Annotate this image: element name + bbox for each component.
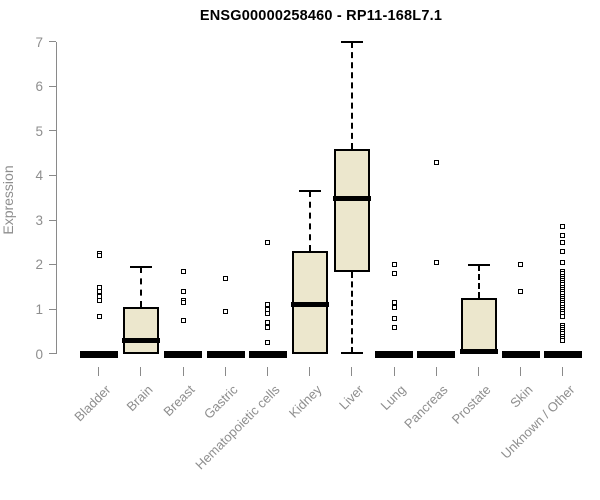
outlier-point	[433, 260, 439, 266]
outlier-point	[96, 298, 102, 303]
upper-whisker	[140, 267, 143, 308]
y-tick	[48, 130, 56, 132]
upper-whisker-cap	[130, 266, 153, 269]
x-tick	[351, 367, 353, 376]
x-tick	[309, 367, 311, 376]
outlier-point	[265, 340, 271, 346]
box	[123, 307, 160, 354]
y-tick-label: 5	[35, 123, 43, 139]
outlier-point	[391, 304, 397, 310]
y-tick-label: 3	[35, 212, 43, 228]
y-tick	[48, 264, 56, 266]
y-tick-label: 6	[35, 79, 43, 95]
outlier-point	[433, 159, 439, 165]
y-tick	[48, 219, 56, 221]
outlier-point	[560, 224, 566, 230]
upper-whisker	[308, 191, 311, 252]
outlier-point	[391, 324, 397, 330]
collapsed-box	[375, 350, 414, 358]
outlier-point	[518, 262, 524, 268]
outlier-point	[180, 318, 186, 324]
outlier-point	[223, 275, 229, 281]
outlier-point	[560, 260, 566, 266]
outlier-point	[560, 240, 566, 246]
upper-whisker	[351, 42, 354, 149]
upper-whisker	[477, 264, 480, 299]
upper-whisker-cap	[467, 263, 490, 266]
y-tick-label: 4	[35, 168, 43, 184]
y-axis-line	[55, 42, 57, 354]
y-axis-title: Expression	[0, 165, 16, 235]
collapsed-box	[501, 350, 540, 358]
box	[334, 148, 371, 272]
y-tick-label: 0	[35, 346, 43, 362]
box	[460, 298, 497, 354]
y-tick-label: 7	[35, 34, 43, 50]
median-line	[290, 302, 329, 308]
y-tick	[48, 85, 56, 87]
y-tick-label: 2	[35, 257, 43, 273]
outlier-point	[223, 309, 229, 315]
collapsed-box	[543, 350, 582, 358]
outlier-point	[560, 338, 566, 344]
outlier-point	[391, 315, 397, 321]
x-tick	[98, 367, 100, 376]
upper-whisker-cap	[298, 190, 321, 193]
outlier-point	[180, 269, 186, 275]
outlier-point	[391, 271, 397, 277]
chart-title: ENSG00000258460 - RP11-168L7.1	[199, 8, 443, 24]
x-tick	[435, 367, 437, 376]
collapsed-box	[417, 350, 456, 358]
x-tick	[477, 367, 479, 376]
collapsed-box	[80, 350, 118, 358]
x-tick	[520, 367, 522, 376]
x-tick	[140, 367, 142, 376]
collapsed-box	[164, 350, 203, 358]
collapsed-box	[206, 350, 245, 358]
outlier-point	[180, 289, 186, 295]
outlier-point	[560, 313, 566, 319]
x-tick	[562, 367, 564, 376]
x-tick	[266, 367, 268, 376]
x-tick	[224, 367, 226, 376]
median-line	[459, 349, 498, 355]
upper-whisker-cap	[341, 41, 364, 43]
median-line	[122, 338, 161, 344]
outlier-point	[265, 324, 271, 330]
outlier-point	[180, 300, 186, 306]
outlier-point	[96, 313, 102, 319]
y-tick	[48, 41, 56, 43]
outlier-point	[560, 233, 566, 239]
outlier-point	[96, 253, 102, 259]
x-tick	[182, 367, 184, 376]
outlier-point	[265, 240, 271, 246]
lower-whisker-cap	[341, 352, 364, 355]
y-tick	[48, 353, 56, 355]
lower-whisker	[351, 271, 354, 354]
collapsed-box	[248, 350, 287, 358]
y-tick-label: 1	[35, 301, 43, 317]
median-line	[333, 195, 372, 201]
outlier-point	[518, 289, 524, 295]
outlier-point	[265, 311, 271, 317]
outlier-point	[560, 248, 566, 254]
y-tick	[48, 174, 56, 176]
x-tick	[393, 367, 395, 376]
y-tick	[48, 308, 56, 310]
outlier-point	[391, 262, 397, 268]
